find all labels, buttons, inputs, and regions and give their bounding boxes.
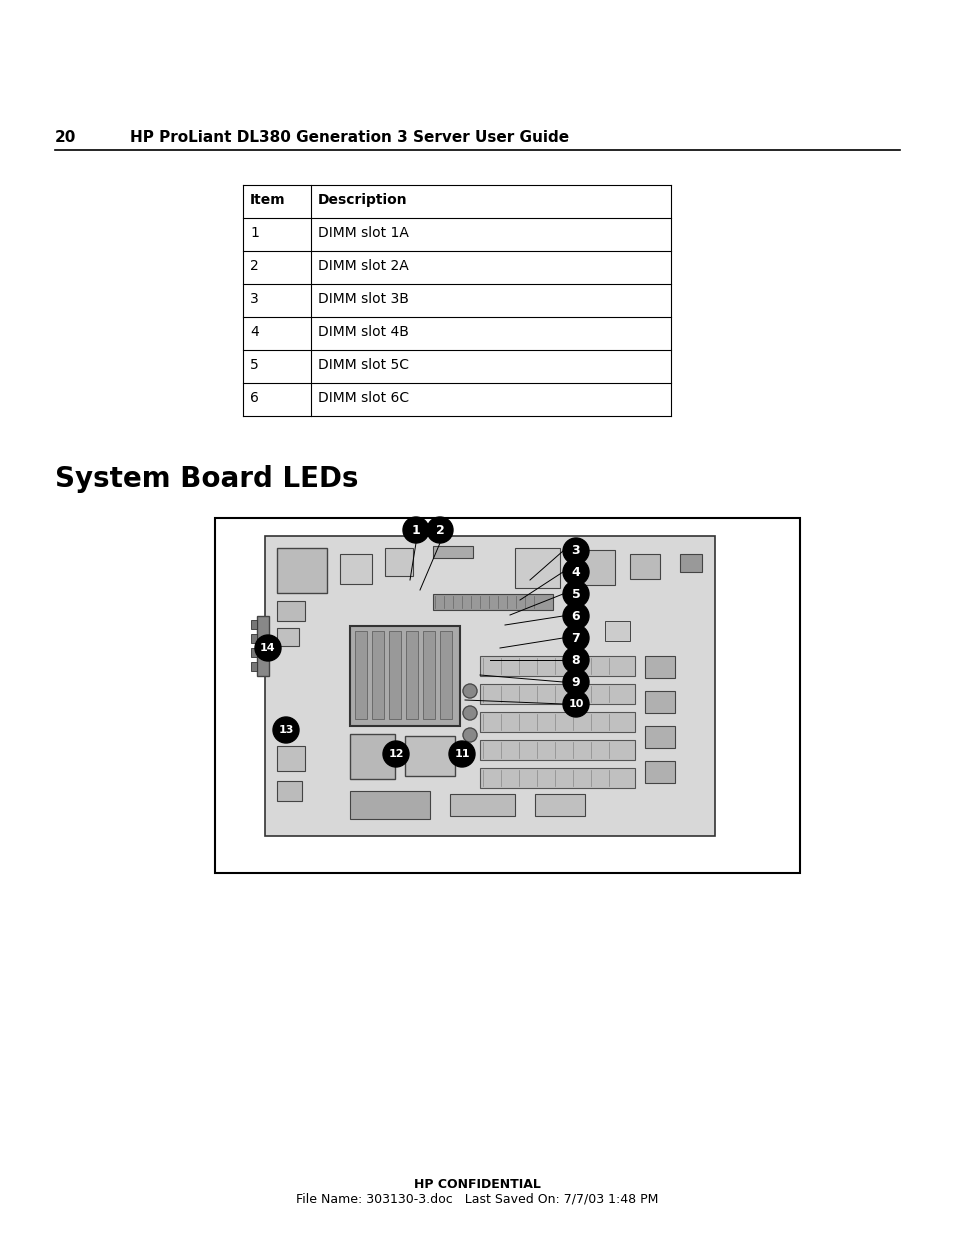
Bar xyxy=(479,684,635,704)
Text: 2: 2 xyxy=(250,259,258,273)
Bar xyxy=(433,546,473,558)
Circle shape xyxy=(562,669,588,695)
Text: 1: 1 xyxy=(411,524,420,536)
Text: File Name: 303130-3.doc   Last Saved On: 7/7/03 1:48 PM: File Name: 303130-3.doc Last Saved On: 7… xyxy=(295,1193,658,1207)
Text: 2: 2 xyxy=(436,524,444,536)
Text: System Board LEDs: System Board LEDs xyxy=(55,466,358,493)
Text: 5: 5 xyxy=(571,588,579,600)
Bar xyxy=(350,790,430,819)
Text: 20: 20 xyxy=(55,130,76,144)
Circle shape xyxy=(462,706,476,720)
Bar xyxy=(433,594,553,610)
Circle shape xyxy=(562,580,588,606)
Bar xyxy=(385,548,413,576)
Bar xyxy=(406,631,417,719)
Text: DIMM slot 2A: DIMM slot 2A xyxy=(317,259,408,273)
Bar xyxy=(350,626,459,726)
Text: DIMM slot 4B: DIMM slot 4B xyxy=(317,325,409,338)
Bar xyxy=(535,794,584,816)
Circle shape xyxy=(402,517,429,543)
Bar xyxy=(251,648,256,657)
Text: 11: 11 xyxy=(454,748,469,760)
Text: DIMM slot 3B: DIMM slot 3B xyxy=(317,291,409,306)
Text: DIMM slot 5C: DIMM slot 5C xyxy=(317,358,409,372)
Circle shape xyxy=(562,625,588,651)
Circle shape xyxy=(462,684,476,698)
Bar xyxy=(422,631,435,719)
Bar xyxy=(276,629,298,646)
Bar xyxy=(372,631,384,719)
Bar xyxy=(644,726,675,748)
Circle shape xyxy=(562,559,588,585)
Text: DIMM slot 6C: DIMM slot 6C xyxy=(317,391,409,405)
Circle shape xyxy=(562,692,588,718)
Text: 7: 7 xyxy=(571,631,579,645)
Text: 12: 12 xyxy=(388,748,403,760)
Text: 3: 3 xyxy=(571,545,579,557)
Bar xyxy=(339,555,372,584)
Bar xyxy=(479,768,635,788)
Circle shape xyxy=(427,517,453,543)
Text: 1: 1 xyxy=(250,226,258,240)
Circle shape xyxy=(562,647,588,673)
Bar xyxy=(644,656,675,678)
Bar xyxy=(276,781,302,802)
Bar xyxy=(479,656,635,676)
Bar xyxy=(256,616,269,676)
Bar xyxy=(251,662,256,671)
Bar xyxy=(251,620,256,629)
Text: HP CONFIDENTIAL: HP CONFIDENTIAL xyxy=(414,1178,539,1191)
Circle shape xyxy=(462,727,476,742)
Text: HP ProLiant DL380 Generation 3 Server User Guide: HP ProLiant DL380 Generation 3 Server Us… xyxy=(130,130,569,144)
Text: Item: Item xyxy=(250,193,285,207)
Bar xyxy=(479,740,635,760)
Bar xyxy=(350,734,395,779)
Text: 6: 6 xyxy=(250,391,258,405)
Bar xyxy=(479,713,635,732)
Bar xyxy=(389,631,400,719)
Bar xyxy=(355,631,367,719)
Text: 13: 13 xyxy=(278,725,294,735)
Bar xyxy=(276,746,305,771)
Text: 4: 4 xyxy=(250,325,258,338)
Text: 8: 8 xyxy=(571,653,579,667)
Bar xyxy=(515,548,559,588)
Text: 5: 5 xyxy=(250,358,258,372)
Bar xyxy=(604,621,629,641)
Text: 4: 4 xyxy=(571,566,579,578)
Circle shape xyxy=(254,635,281,661)
Bar xyxy=(439,631,452,719)
Bar xyxy=(251,634,256,643)
Text: 14: 14 xyxy=(260,643,275,653)
Circle shape xyxy=(449,741,475,767)
Bar xyxy=(679,555,701,572)
Bar xyxy=(214,517,800,873)
Bar xyxy=(405,736,455,776)
Bar xyxy=(575,550,615,585)
Text: 9: 9 xyxy=(571,676,579,688)
Bar xyxy=(276,601,305,621)
Bar xyxy=(644,692,675,713)
Text: DIMM slot 1A: DIMM slot 1A xyxy=(317,226,409,240)
Text: Description: Description xyxy=(317,193,407,207)
Bar xyxy=(450,794,515,816)
Bar xyxy=(265,536,714,836)
Text: 10: 10 xyxy=(568,699,583,709)
Bar xyxy=(644,761,675,783)
Circle shape xyxy=(273,718,298,743)
Text: 6: 6 xyxy=(571,610,579,622)
Bar xyxy=(629,555,659,579)
Circle shape xyxy=(382,741,409,767)
Circle shape xyxy=(562,603,588,629)
Text: 3: 3 xyxy=(250,291,258,306)
Circle shape xyxy=(562,538,588,564)
Bar xyxy=(276,548,327,593)
